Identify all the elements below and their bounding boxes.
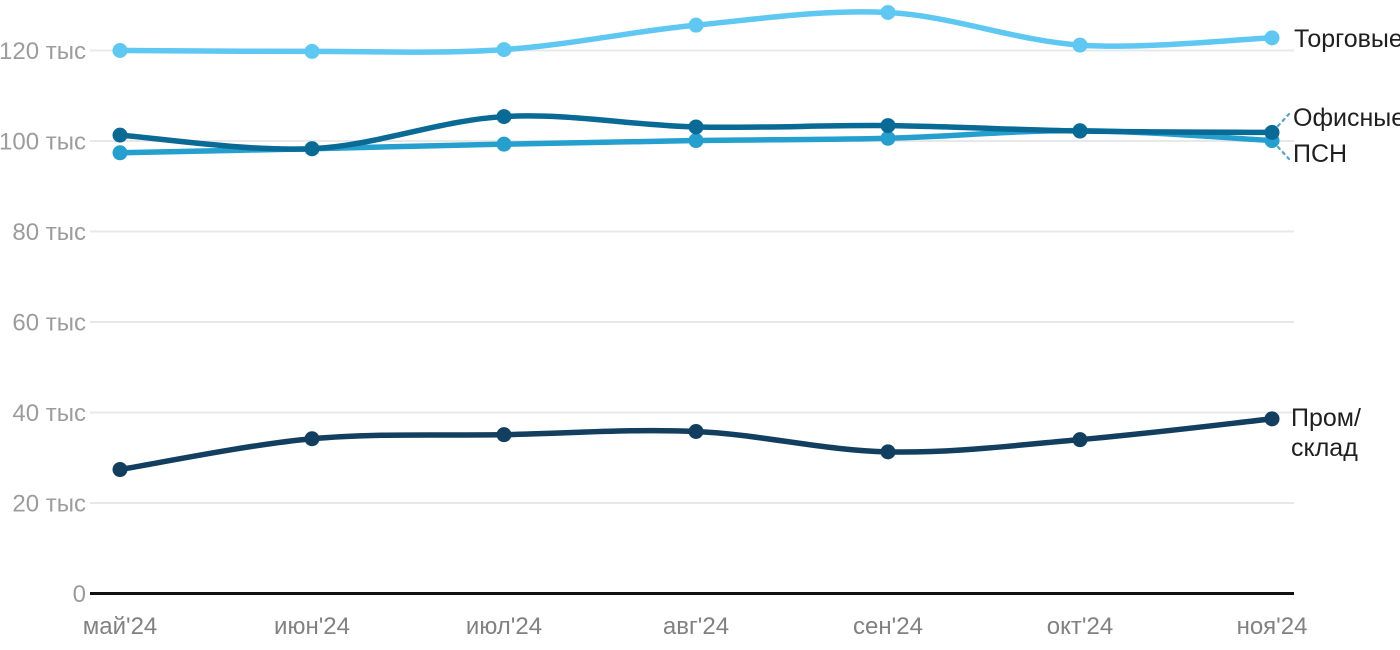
data-point-Пром/склад-июн'24[interactable] [304,431,320,447]
y-tick-label-80: 80 тыс [12,219,86,246]
legend-label-prom-line1: Пром/ [1291,404,1361,432]
y-axis-tick-labels: 120 тыс 100 тыс 80 тыс 60 тыс 40 тыс 20 тыс 0 [0,38,86,608]
data-point-ПСН-июл'24[interactable] [496,136,512,152]
x-tick-label-0: май'24 [83,613,158,640]
x-tick-label-4: сен'24 [853,613,923,640]
legend-label-prom-sklad: Пром/ склад [1291,403,1361,463]
ofisnye-callout-line [1276,112,1291,128]
data-point-Офисные-июл'24[interactable] [496,109,512,125]
data-point-ПСН-май'24[interactable] [112,145,128,161]
data-point-Пром/склад-авг'24[interactable] [688,424,704,440]
data-point-ПСН-авг'24[interactable] [688,133,704,149]
x-tick-label-2: июл'24 [466,613,542,640]
y-tick-label-0: 0 [73,581,86,608]
data-point-Пром/склад-ноя'24[interactable] [1264,411,1280,427]
y-tick-label-120: 120 тыс [0,38,86,65]
x-tick-label-5: окт'24 [1047,613,1113,640]
x-tick-label-3: авг'24 [663,613,729,640]
data-point-Офисные-окт'24[interactable] [1072,123,1088,139]
data-point-Торговые-авг'24[interactable] [688,17,704,33]
data-point-Торговые-май'24[interactable] [112,43,128,58]
y-tick-label-60: 60 тыс [12,310,86,337]
data-point-Торговые-ноя'24[interactable] [1264,30,1280,46]
data-point-Офисные-ноя'24[interactable] [1264,124,1280,140]
data-point-Торговые-июн'24[interactable] [304,43,320,59]
data-point-Пром/склад-май'24[interactable] [112,462,128,478]
data-point-Офисные-авг'24[interactable] [688,119,704,135]
data-point-Офисные-сен'24[interactable] [880,118,896,134]
x-tick-label-6: ноя'24 [1237,613,1308,640]
data-point-Торговые-сен'24[interactable] [880,4,896,20]
legend-label-ofisnye: Офисные [1293,104,1400,132]
y-tick-label-100: 100 тыс [0,129,86,156]
y-tick-label-20: 20 тыс [12,491,86,518]
legend-label-torgovye: Торговые [1294,25,1400,53]
data-point-Пром/склад-июл'24[interactable] [496,427,512,443]
data-point-Пром/склад-окт'24[interactable] [1072,432,1088,448]
legend-label-psn: ПСН [1293,140,1348,168]
y-tick-label-40: 40 тыс [12,400,86,427]
data-point-Офисные-июн'24[interactable] [304,141,320,157]
x-axis-tick-labels: май'24 июн'24 июл'24 авг'24 сен'24 окт'24 ноя'… [83,613,1308,640]
x-tick-label-1: июн'24 [274,613,350,640]
data-point-ПСН-сен'24[interactable] [880,130,896,146]
data-point-Торговые-июл'24[interactable] [496,42,512,58]
grid-layer [90,49,1294,504]
psn-callout-line [1276,145,1291,161]
legend-label-prom-line2: склад [1291,434,1358,462]
data-point-Офисные-май'24[interactable] [112,127,128,143]
series-layer [112,4,1280,478]
data-point-Пром/склад-сен'24[interactable] [880,444,896,460]
data-point-Торговые-окт'24[interactable] [1072,37,1088,53]
